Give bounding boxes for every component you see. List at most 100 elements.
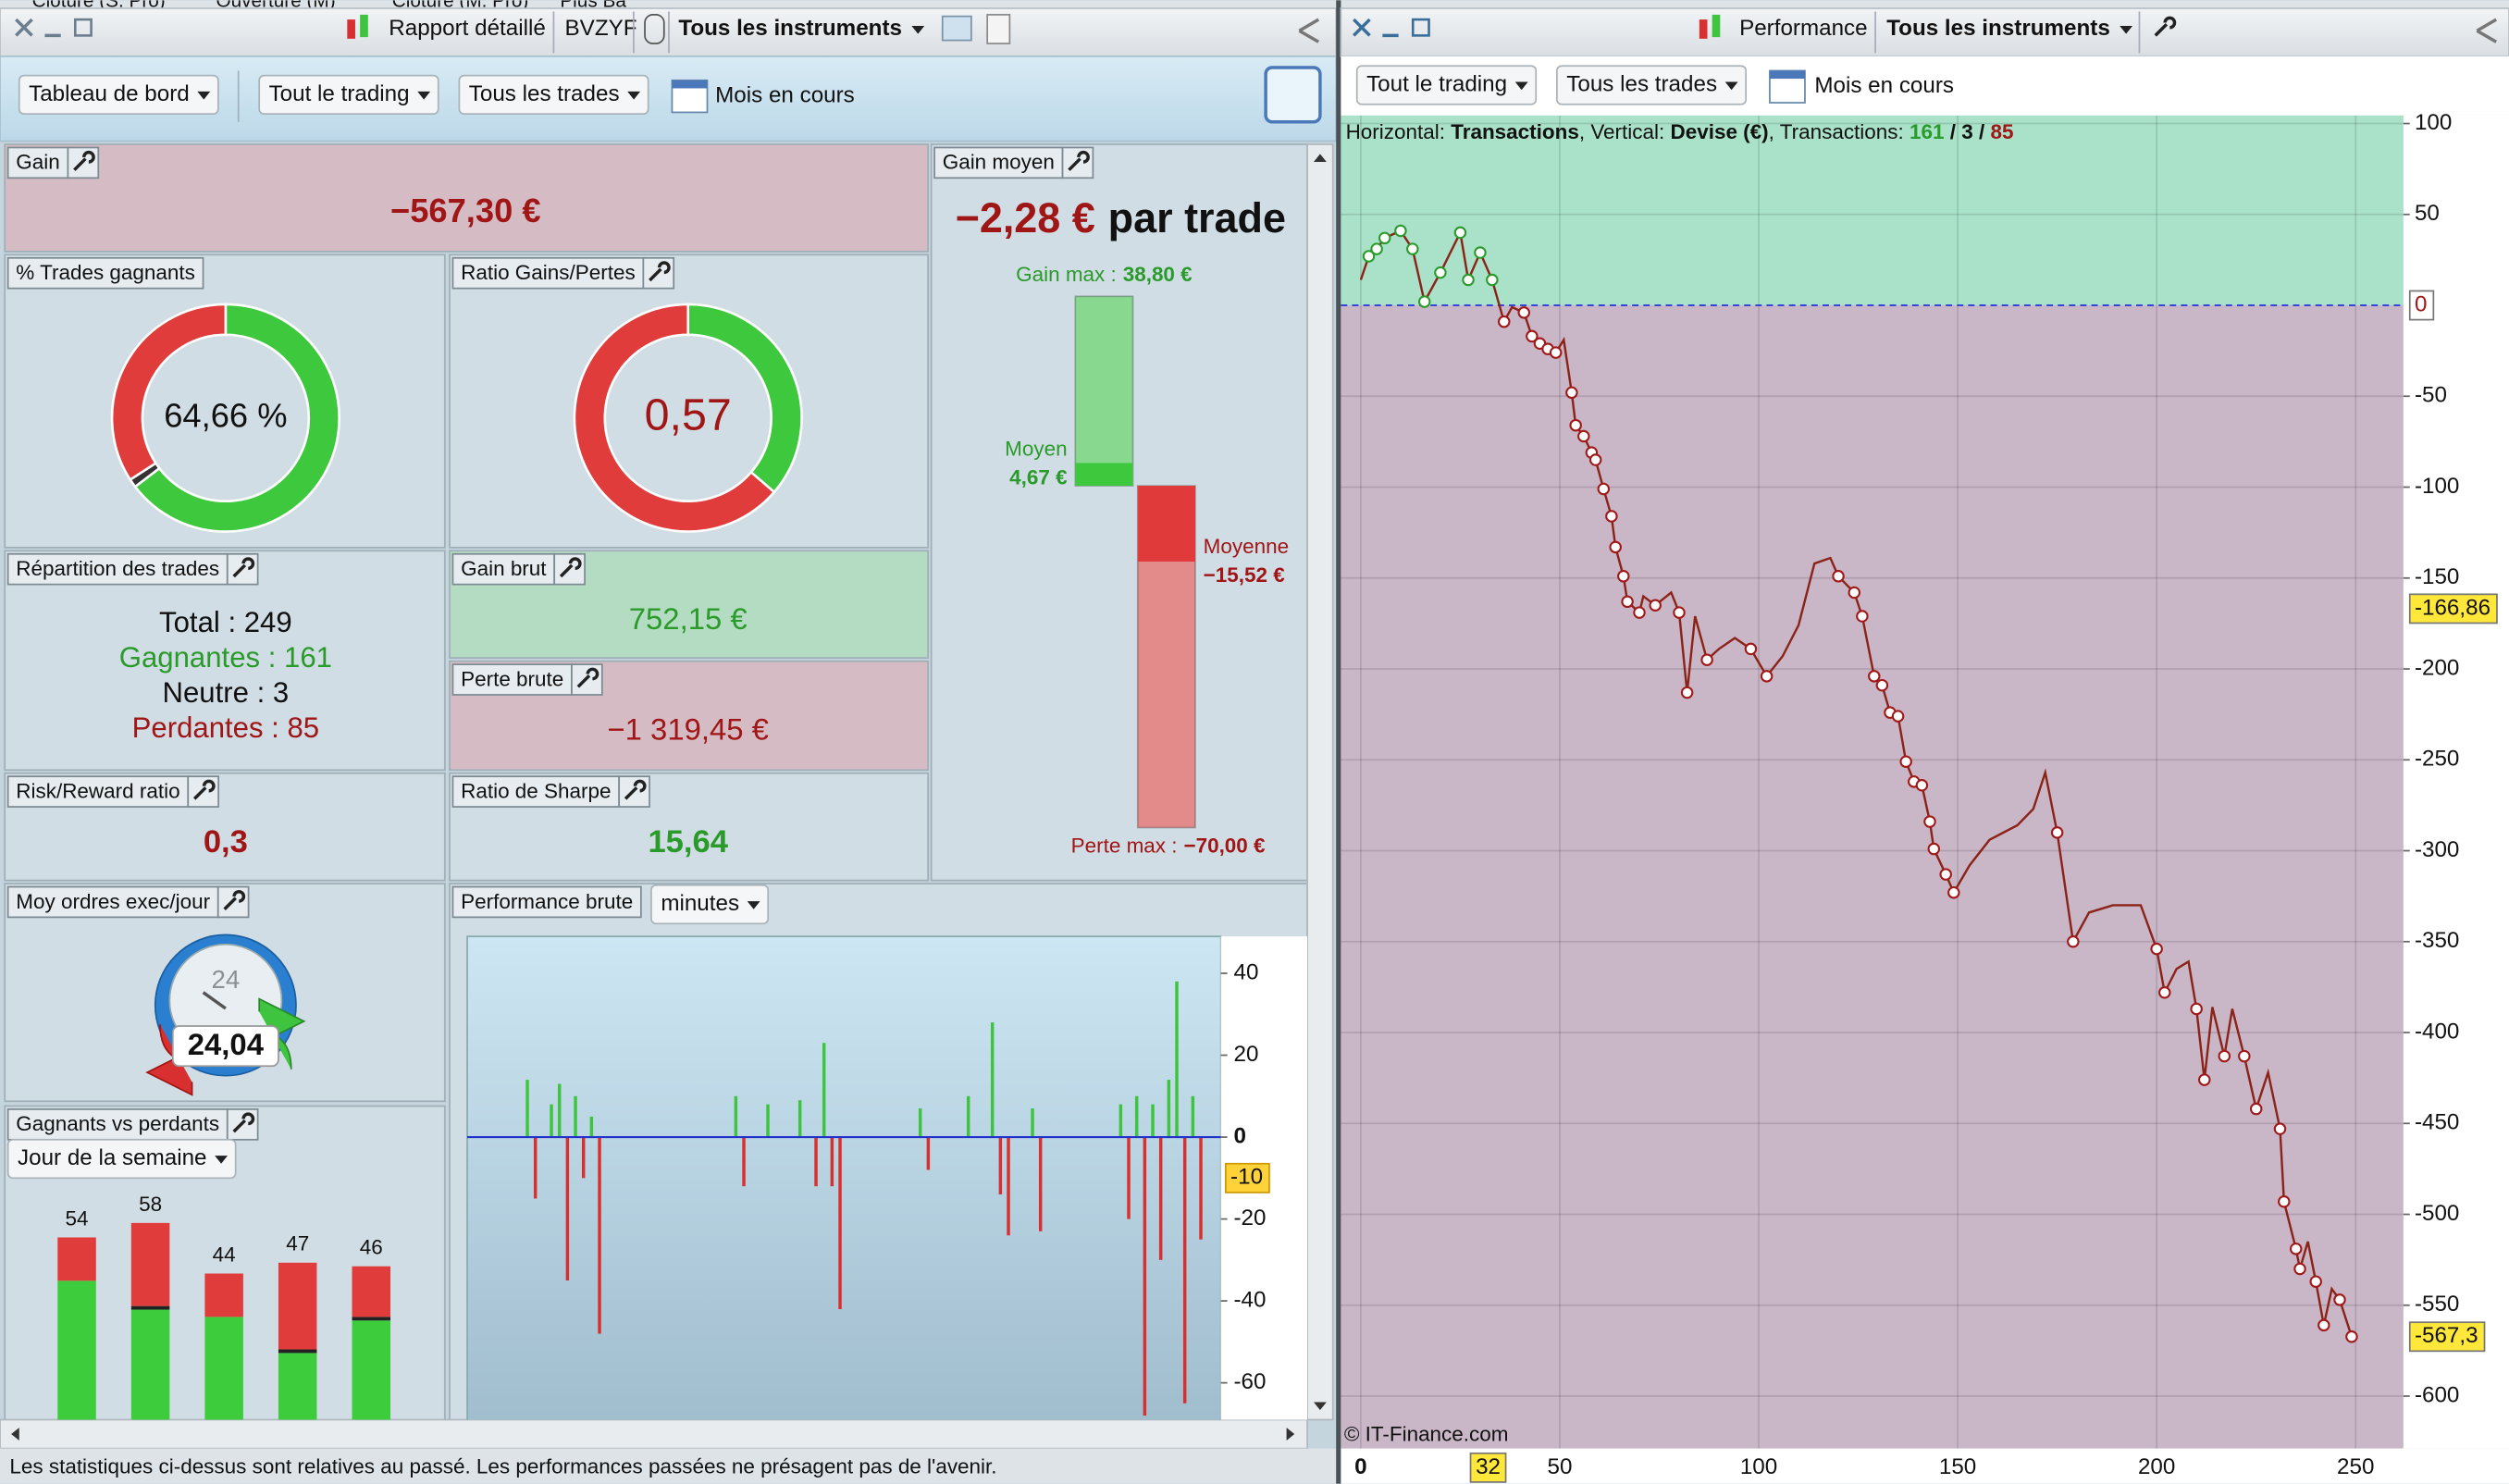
value-tag bbox=[2408, 290, 2435, 321]
repartition-line: Gagnantes : 161 bbox=[119, 641, 332, 674]
dropdown-label[interactable]: Tous les trades bbox=[1566, 71, 1717, 96]
repartition-line: Neutre : 3 bbox=[163, 676, 290, 709]
trade-point bbox=[2293, 1262, 2306, 1276]
bar-segment bbox=[278, 1353, 317, 1420]
dropdown-button[interactable] bbox=[6, 1138, 237, 1180]
info-part: Transactions bbox=[1451, 120, 1579, 143]
bar bbox=[1167, 1080, 1171, 1138]
trade-point bbox=[1848, 586, 1861, 600]
dropdown-button[interactable] bbox=[1556, 65, 1748, 105]
trade-point bbox=[1939, 868, 1952, 881]
trade-point bbox=[1486, 273, 1499, 287]
scroll-left[interactable] bbox=[11, 1428, 19, 1441]
dropdown-caret bbox=[2120, 26, 2133, 34]
dropdown-button[interactable] bbox=[18, 74, 219, 116]
bar-total: 54 bbox=[66, 1206, 89, 1230]
range-bar bbox=[1075, 463, 1133, 487]
trade-point bbox=[1649, 599, 1662, 612]
gain-zone bbox=[1341, 115, 2404, 306]
trade-point bbox=[1868, 670, 1881, 683]
splitter bbox=[1336, 0, 1341, 1484]
trade-point bbox=[1453, 226, 1467, 240]
image-icon[interactable] bbox=[941, 15, 972, 42]
y-tick-label: -350 bbox=[2415, 928, 2459, 953]
dropdown-button[interactable] bbox=[650, 884, 770, 925]
dropdown-label[interactable]: Jour de la semaine bbox=[18, 1145, 207, 1170]
tab[interactable]: Rapport détaillé bbox=[389, 16, 546, 41]
dropdown-label[interactable]: Tableau de bord bbox=[29, 81, 190, 106]
trade-point bbox=[2289, 1243, 2303, 1255]
bar bbox=[926, 1137, 931, 1170]
trade-point bbox=[2278, 1195, 2291, 1208]
copy-icon[interactable] bbox=[986, 14, 1011, 44]
tab[interactable]: Tous les instruments bbox=[1886, 16, 2110, 41]
bar bbox=[814, 1137, 818, 1187]
bar bbox=[581, 1137, 586, 1179]
value-tag bbox=[1469, 1452, 1507, 1483]
scroll-right[interactable] bbox=[1286, 1428, 1295, 1441]
wrench-button[interactable] bbox=[216, 885, 250, 919]
copyright: © IT-Finance.com bbox=[1344, 1423, 1509, 1446]
widget-title-box bbox=[6, 552, 229, 586]
window-tab[interactable]: Ouverture (M) bbox=[216, 0, 335, 12]
scroll-down[interactable] bbox=[1313, 1402, 1327, 1411]
dropdown-caret bbox=[747, 901, 760, 909]
donut-segment bbox=[133, 303, 340, 533]
title-bar bbox=[1340, 7, 2509, 57]
window-tab[interactable]: Plus Ba bbox=[560, 0, 626, 12]
bar-total: 58 bbox=[139, 1193, 162, 1216]
bar bbox=[1127, 1137, 1131, 1219]
y-tick-label: -50 bbox=[2415, 383, 2447, 408]
trade-point bbox=[1526, 329, 1539, 343]
share-icon[interactable] bbox=[1298, 18, 1320, 43]
period-label[interactable]: Mois en cours bbox=[1814, 73, 1954, 98]
widget-title: Perte brute bbox=[461, 667, 563, 690]
trade-point bbox=[2345, 1330, 2358, 1343]
sharpe-value: 15,64 bbox=[648, 824, 728, 859]
trade-point bbox=[1517, 306, 1531, 319]
trade-point bbox=[2198, 1073, 2211, 1086]
wrench-button[interactable] bbox=[553, 552, 586, 586]
vertical-scrollbar bbox=[1306, 143, 1334, 1421]
trade-point bbox=[2150, 942, 2163, 956]
settings-icon[interactable] bbox=[1264, 66, 1322, 124]
bar-total: 47 bbox=[286, 1232, 309, 1255]
share-icon[interactable] bbox=[2476, 18, 2498, 43]
range-label: Moyenne bbox=[1204, 535, 1289, 558]
gain-brut-value: 752,15 € bbox=[629, 601, 748, 636]
dropdown-button[interactable] bbox=[258, 74, 439, 116]
widget-title: % Trades gagnants bbox=[16, 261, 195, 284]
y-tick-label: -40 bbox=[1234, 1288, 1267, 1313]
dropdown-label[interactable]: Tous les trades bbox=[469, 81, 620, 106]
wrench-icon bbox=[192, 779, 216, 800]
donut-label: 0,57 bbox=[645, 390, 732, 440]
period-label[interactable]: Mois en cours bbox=[715, 83, 855, 108]
candle-icon bbox=[1712, 14, 1721, 38]
window-tab[interactable]: Clôture (S. Pro) bbox=[32, 0, 166, 12]
bar bbox=[990, 1022, 995, 1138]
dropdown-label[interactable]: minutes bbox=[661, 891, 739, 916]
dropdown-button[interactable] bbox=[1355, 65, 1538, 105]
wrench-button[interactable] bbox=[1061, 146, 1094, 179]
bar bbox=[1175, 981, 1179, 1138]
trade-point bbox=[1700, 653, 1713, 666]
widget-title: Gagnants vs perdants bbox=[16, 1112, 219, 1135]
window-strip bbox=[0, 0, 2509, 8]
scroll-up[interactable] bbox=[1313, 154, 1327, 163]
wrench-icon bbox=[73, 150, 95, 171]
tab[interactable]: Performance bbox=[1739, 16, 1868, 41]
tab[interactable]: BVZYF bbox=[565, 16, 637, 41]
window-tab[interactable]: Clôture (M. Pro) bbox=[392, 0, 529, 12]
bar bbox=[1199, 1137, 1203, 1240]
tab[interactable]: Tous les instruments bbox=[678, 16, 902, 41]
dropdown-label[interactable]: Tout le trading bbox=[269, 81, 410, 106]
y-tick-label: -500 bbox=[2415, 1201, 2459, 1226]
candle-icon bbox=[360, 14, 368, 38]
orders-value: 24,04 bbox=[188, 1027, 265, 1061]
dropdown-label[interactable]: Tout le trading bbox=[1366, 71, 1507, 96]
wrench-icon bbox=[624, 779, 647, 800]
y-tick-label: -250 bbox=[2415, 747, 2459, 772]
dropdown-button[interactable] bbox=[458, 74, 649, 116]
